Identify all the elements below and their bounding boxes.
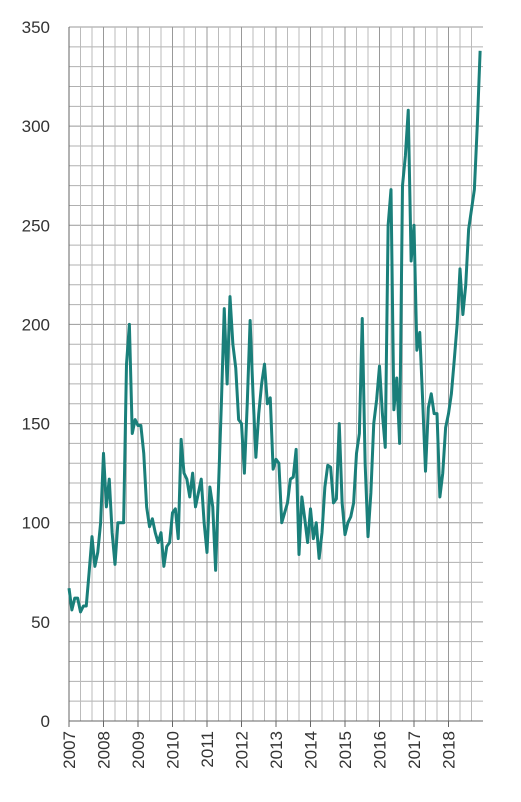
y-tick-label: 350 xyxy=(22,18,50,37)
x-tick-label: 2018 xyxy=(440,731,459,769)
x-tick-label: 2010 xyxy=(164,731,183,769)
x-tick-label: 2011 xyxy=(198,731,217,768)
y-tick-label: 150 xyxy=(22,415,50,434)
y-tick-label: 100 xyxy=(22,514,50,533)
y-tick-label: 250 xyxy=(22,216,50,235)
y-tick-label: 0 xyxy=(41,712,50,731)
x-tick-label: 2009 xyxy=(129,731,148,769)
y-tick-label: 200 xyxy=(22,315,50,334)
x-tick-label: 2008 xyxy=(95,731,114,769)
x-tick-label: 2017 xyxy=(405,731,424,769)
x-tick-label: 2014 xyxy=(302,731,321,769)
data-line xyxy=(67,50,482,614)
x-tick-label: 2013 xyxy=(267,731,286,769)
y-tick-label: 50 xyxy=(31,613,50,632)
x-tick-label: 2015 xyxy=(336,731,355,769)
y-tick-label: 300 xyxy=(22,117,50,136)
x-tick-label: 2007 xyxy=(60,731,79,769)
x-tick-label: 2016 xyxy=(371,731,390,769)
x-tick-label: 2012 xyxy=(233,731,252,769)
